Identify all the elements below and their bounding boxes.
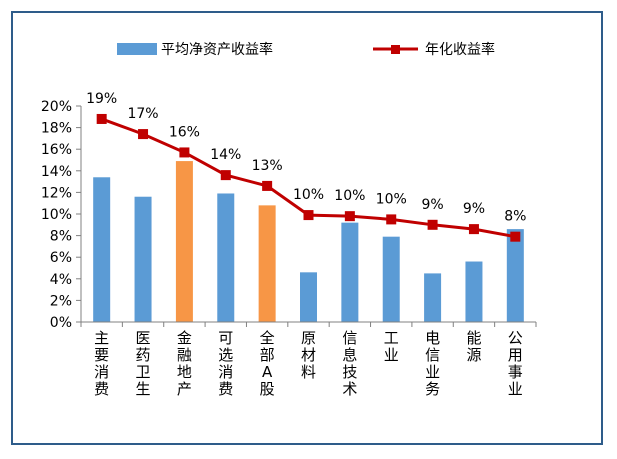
- bar: [300, 272, 317, 322]
- x-tick-label: 电信业务: [425, 329, 440, 398]
- line-point: [303, 210, 314, 221]
- bar: [93, 177, 111, 322]
- plot-area: 0% 2% 4% 6% 8% 10% 12% 14% 16% 18% 20% 主要消费 医药卫生 金融地产…: [41, 91, 537, 398]
- bar: [175, 161, 193, 322]
- y-tick-label: 10%: [41, 207, 72, 223]
- data-label: 19%: [86, 91, 117, 107]
- legend-line-marker: [391, 45, 400, 54]
- bar: [506, 229, 524, 322]
- bar: [134, 196, 152, 322]
- line-point: [510, 231, 521, 242]
- x-tick-label: 金融地产: [177, 329, 192, 398]
- legend-line-label: 年化收益率: [425, 41, 495, 58]
- data-label: 10%: [293, 187, 324, 203]
- y-tick-label: 4%: [50, 272, 72, 288]
- bar: [465, 261, 483, 322]
- x-tick-label: 能源: [466, 329, 481, 364]
- data-label: 9%: [463, 201, 485, 217]
- line-point: [344, 211, 355, 222]
- bar: [217, 193, 235, 322]
- legend-bar-label: 平均净资产收益率: [161, 41, 273, 58]
- data-label: 17%: [127, 106, 158, 122]
- line-point: [468, 224, 479, 235]
- data-label: 16%: [169, 124, 200, 140]
- legend-bar-swatch: [117, 43, 157, 55]
- line-point: [179, 147, 190, 158]
- x-tick-label: 全部 A 股: [260, 329, 275, 398]
- x-tick-label: 信息技术: [342, 329, 357, 398]
- y-tick-label: 14%: [41, 164, 72, 180]
- x-tick-label: 可选消费: [218, 329, 233, 398]
- data-label: 8%: [504, 209, 526, 225]
- line-point: [96, 113, 107, 124]
- data-label: 13%: [252, 158, 283, 174]
- line-point: [427, 219, 438, 230]
- x-tick-label: 公用事业: [508, 329, 523, 398]
- bar: [341, 222, 359, 322]
- data-label: 10%: [376, 191, 407, 207]
- data-label: 9%: [421, 197, 443, 213]
- y-tick-label: 18%: [41, 121, 72, 137]
- data-label: 14%: [210, 147, 241, 163]
- legend: 平均净资产收益率 年化收益率: [117, 41, 495, 58]
- y-tick-label: 6%: [50, 250, 72, 266]
- y-tick-label: 12%: [41, 185, 72, 201]
- line-point: [138, 129, 149, 140]
- bar: [424, 273, 442, 322]
- x-tick-label: 工业: [384, 329, 399, 364]
- x-tick-label: 医药卫生: [136, 329, 151, 398]
- bar: [382, 236, 400, 322]
- y-tick-label: 20%: [41, 99, 72, 115]
- x-tick-label: 原材料: [301, 329, 316, 381]
- y-tick-label: 0%: [50, 315, 72, 331]
- line-point: [262, 180, 273, 191]
- line-point: [386, 214, 397, 225]
- line-point: [220, 170, 231, 181]
- y-tick-label: 16%: [41, 142, 72, 158]
- y-tick-label: 2%: [50, 293, 72, 309]
- data-label: 10%: [334, 188, 365, 204]
- bar: [258, 205, 276, 322]
- x-tick-label: 主要消费: [94, 329, 109, 398]
- y-tick-label: 8%: [50, 229, 72, 245]
